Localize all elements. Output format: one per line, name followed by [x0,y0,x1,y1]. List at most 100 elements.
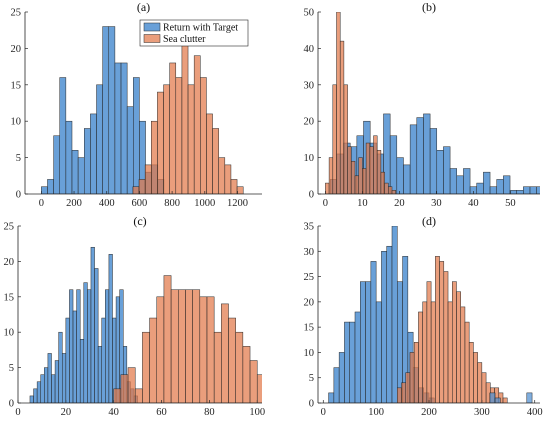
target-return-bar [543,187,550,194]
target-return-bar [108,26,116,194]
x-tick-label: 80 [204,407,215,418]
sea-clutter-bar [206,113,213,194]
target-return-bar [375,301,382,403]
x-tick-label: 1000 [194,198,215,209]
sea-clutter-bar [212,128,219,194]
bars [328,226,533,403]
target-return-bar [105,289,110,403]
sea-clutter-bar [336,12,341,194]
y-tick-label: 10 [11,117,22,128]
panel-d: 0 100 200 300 400 0 5 10 15 20 25 30 35 (d) [304,214,543,418]
x-tick-label: 20 [61,407,72,418]
x-tick-label: 40 [468,198,479,209]
y-tick-label: 15 [304,323,315,334]
target-return-bar [120,62,128,194]
target-return-bar [90,246,95,403]
y-tick-label: 10 [304,348,315,359]
target-return-bar [402,256,409,403]
panel-title: (b) [422,0,436,14]
target-return-bar [77,157,85,194]
sea-clutter-bar [120,374,129,403]
sea-clutter-bar [347,146,352,194]
x-tick-label: 200 [66,198,82,209]
legend-label: Return with Target [163,23,238,34]
sea-clutter-bar [452,281,457,403]
target-return-bar [338,352,345,403]
y-tick-label: 5 [16,153,21,164]
sea-clutter-bar [397,387,402,403]
panel-title: (c) [133,214,146,228]
sea-clutter-bar [409,352,415,403]
x-tick-label: 0 [321,407,326,418]
legend-swatch [143,22,161,32]
y-tick-label: 20 [304,117,315,128]
x-tick-label: 100 [249,407,265,418]
target-return-bar [496,179,504,194]
y-tick-label: 15 [11,80,22,91]
target-return-bar [108,254,113,403]
sea-clutter-bar [343,84,348,194]
x-tick-label: 100 [368,407,384,418]
target-return-bar [84,128,91,194]
sea-clutter-bar [391,190,396,194]
y-tick-label: 10 [4,328,15,339]
target-return-bar [391,226,398,403]
target-return-bar [72,310,77,403]
y-tick-label: 0 [309,190,314,201]
sea-clutter-bar [443,271,449,403]
sea-clutter-bar [354,175,359,194]
target-return-bar [83,282,88,403]
x-tick-label: 200 [421,407,437,418]
y-tick-label: 15 [4,292,15,303]
target-return-bar [33,388,38,403]
sea-clutter-bar [170,289,179,403]
target-return-bar [333,367,340,403]
panel-title: (a) [137,0,150,14]
x-tick-label: 1200 [227,198,248,209]
target-return-bar [114,62,122,194]
bars [325,12,550,194]
target-return-bar [41,186,48,194]
sea-clutter-bar [473,352,478,403]
sea-clutter-bar [380,171,385,194]
target-return-bar [47,179,54,194]
target-return-bar [503,175,511,194]
sea-clutter-bar [156,296,165,403]
y-tick-label: 20 [304,297,315,308]
sea-clutter-bar [175,77,183,194]
sea-clutter-bar [221,303,229,403]
sea-clutter-bar [193,55,201,194]
sea-clutter-bar [163,84,170,194]
y-tick-label: 50 [304,8,315,19]
sea-clutter-bar [151,120,158,194]
sea-clutter-bar [358,157,363,194]
target-return-bar [94,268,99,403]
x-tick-label: 30 [431,198,442,209]
target-return-bar [389,135,398,194]
sea-clutter-bar [134,388,143,403]
sea-clutter-bar [339,40,345,194]
target-return-bar [386,245,393,403]
sea-clutter-bar [460,306,466,403]
sea-clutter-bar [369,146,374,194]
sea-clutter-bar [256,374,262,403]
sea-clutter-bar [213,331,222,403]
x-tick-label: 400 [527,407,543,418]
panel-a: 0 200 400 600 800 1000 1200 0 5 10 15 20 25 (a) Return… [11,0,262,209]
target-return-bar [476,182,484,194]
sea-clutter-bar [422,301,428,403]
sea-clutter-bar [192,289,201,403]
x-tick-label: 0 [323,198,328,209]
target-return-bar [536,186,540,194]
panel-b: 0 10 20 30 40 50 0 10 20 30 40 50 (b) [304,0,550,209]
target-return-bar [139,120,146,194]
sea-clutter-bar [127,367,136,403]
y-tick-label: 10 [304,153,315,164]
sea-clutter-bar [456,291,461,403]
target-return-bar [494,397,501,403]
target-return-bar [133,77,140,194]
sea-clutter-bar [435,256,440,403]
y-tick-label: 5 [309,373,314,384]
bars [29,246,262,403]
target-return-bar [463,168,471,194]
